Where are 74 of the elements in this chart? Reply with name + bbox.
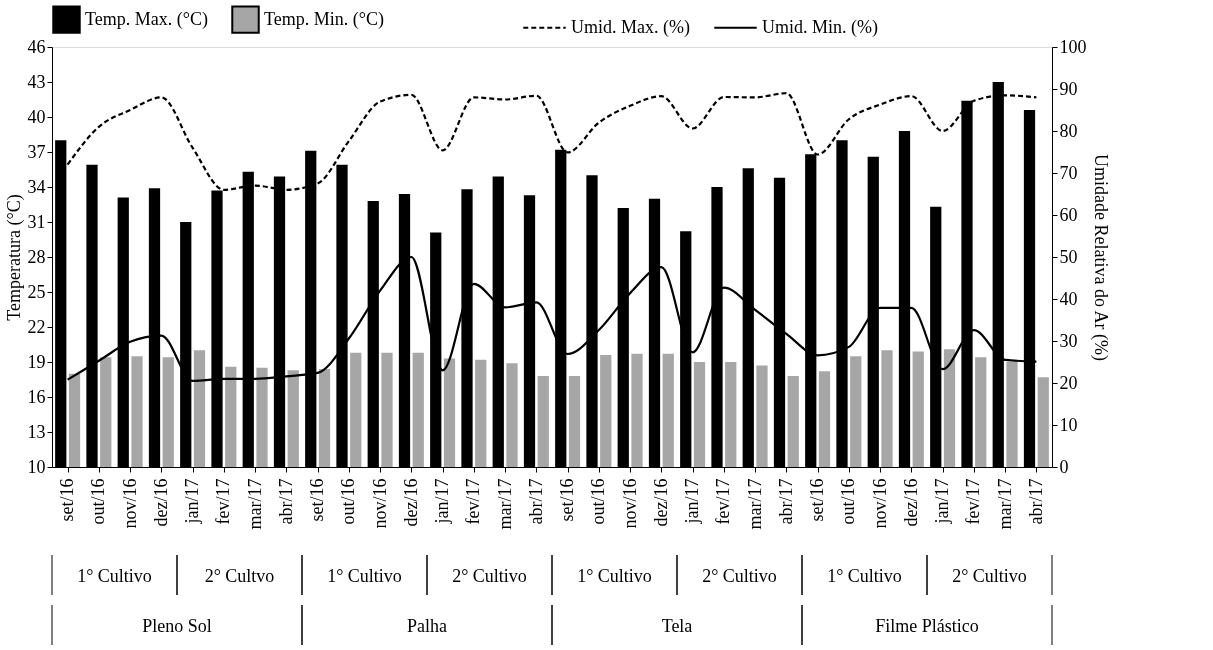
x-tick-label: fev/17 [713, 478, 734, 525]
y-tick-label: 28 [27, 246, 46, 267]
x-tick-label: mar/17 [744, 478, 765, 530]
y2-tick-label: 90 [1059, 78, 1078, 99]
x-tick-label: fev/17 [213, 478, 234, 525]
x-tick-label: mar/17 [244, 478, 265, 530]
y-tick-label: 22 [27, 316, 46, 337]
x-tick-label: abr/17 [525, 478, 546, 525]
y2-tick-label: 50 [1059, 246, 1078, 267]
y2-axis-title: Umidade Relativa do Ar (%) [1089, 154, 1111, 361]
text: 2° Cultivo [702, 566, 777, 586]
y2-tick-label: 0 [1059, 456, 1069, 477]
text: 2° Cultivo [952, 566, 1027, 586]
y-tick-label: 16 [27, 386, 46, 407]
y-tick-label: 19 [27, 351, 46, 372]
y-tick-label: 34 [27, 176, 46, 197]
y2-tick-label: 40 [1059, 288, 1078, 309]
x-tick-label: set/16 [57, 478, 78, 522]
x-tick-label: nov/16 [119, 478, 140, 529]
y-tick-label: 25 [27, 281, 46, 302]
y-tick-label: 40 [27, 106, 46, 127]
y-tick-label: 31 [27, 211, 46, 232]
x-tick-label: nov/16 [369, 478, 390, 529]
x-tick-label: abr/17 [275, 478, 296, 525]
text: 2° Cultivo [452, 566, 527, 586]
legend-label: Umid. Max. (%) [571, 16, 690, 38]
x-tick-label: dez/16 [150, 478, 171, 527]
text: Tela [661, 616, 693, 636]
x-tick-label: fev/17 [463, 478, 484, 525]
x-tick-label: nov/16 [869, 478, 890, 529]
x-tick-label: jan/17 [182, 478, 203, 525]
x-tick-label: out/16 [588, 478, 609, 525]
text: 1° Cultivo [827, 566, 902, 586]
text: 1° Cultivo [577, 566, 652, 586]
x-tick-label: out/16 [88, 478, 109, 525]
x-tick-label: set/16 [307, 478, 328, 522]
y2-tick-label: 100 [1059, 36, 1087, 57]
x-tick-label: abr/17 [775, 478, 796, 525]
x-tick-label: jan/17 [682, 478, 703, 525]
x-tick-label: set/16 [557, 478, 578, 522]
text: Palha [407, 616, 447, 636]
text: Filme Plástico [875, 616, 979, 636]
y2-tick-label: 70 [1059, 162, 1078, 183]
legend-label: Umid. Min. (%) [762, 16, 878, 38]
legend-label: Temp. Min. (°C) [264, 8, 384, 30]
x-tick-label: mar/17 [994, 478, 1015, 530]
y2-tick-label: 60 [1059, 204, 1078, 225]
legend-label: Temp. Max. (°C) [85, 8, 208, 30]
y-tick-label: 37 [27, 141, 46, 162]
y2-tick-label: 30 [1059, 330, 1078, 351]
y2-tick-label: 10 [1059, 414, 1078, 435]
y-tick-label: 10 [27, 456, 46, 477]
y-axis-title: Temperatura (°C) [3, 194, 25, 321]
x-tick-label: out/16 [838, 478, 859, 525]
x-tick-label: fev/17 [963, 478, 984, 525]
x-tick-label: out/16 [338, 478, 359, 525]
text: 1° Cultivo [77, 566, 152, 586]
x-tick-label: abr/17 [1025, 478, 1046, 525]
y2-tick-label: 80 [1059, 120, 1078, 141]
x-tick-label: dez/16 [400, 478, 421, 527]
text: 2° Cultvo [204, 566, 275, 586]
y-tick-label: 46 [27, 36, 46, 57]
x-tick-label: dez/16 [900, 478, 921, 527]
x-tick-label: dez/16 [650, 478, 671, 527]
x-tick-label: mar/17 [494, 478, 515, 530]
text: 1° Cultivo [327, 566, 402, 586]
x-tick-label: jan/17 [932, 478, 953, 525]
y-tick-label: 13 [27, 421, 46, 442]
y-tick-label: 43 [27, 71, 46, 92]
x-tick-label: set/16 [807, 478, 828, 522]
x-tick-label: jan/17 [432, 478, 453, 525]
y2-tick-label: 20 [1059, 372, 1078, 393]
text: Pleno Sol [142, 616, 212, 636]
x-tick-label: nov/16 [619, 478, 640, 529]
